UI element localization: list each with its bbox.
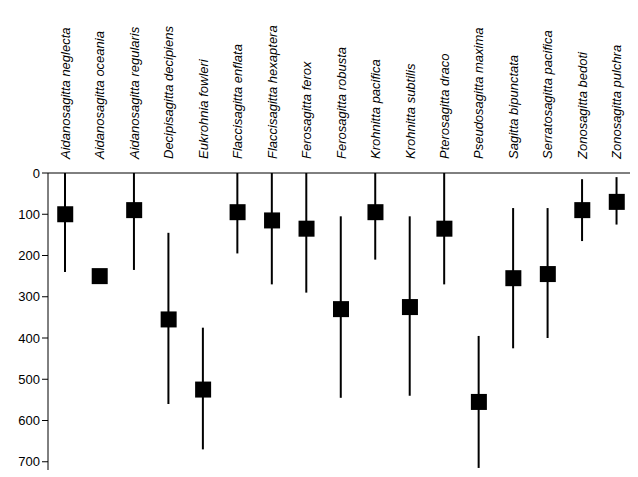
svg-text:700: 700 [18, 454, 40, 469]
svg-text:Ferosagitta ferox: Ferosagitta ferox [299, 61, 314, 159]
svg-text:Sagitta bipunctata: Sagitta bipunctata [506, 55, 521, 159]
svg-text:Serratosagitta pacifica: Serratosagitta pacifica [540, 30, 555, 159]
svg-text:Flaccisagitta enflata: Flaccisagitta enflata [230, 44, 245, 159]
svg-text:300: 300 [18, 289, 40, 304]
svg-text:0: 0 [33, 166, 40, 181]
svg-text:Pterosagitta draco: Pterosagitta draco [437, 53, 452, 159]
svg-text:Ferosagitta robusta: Ferosagitta robusta [334, 47, 349, 159]
svg-text:Aidanosagitta neglecta: Aidanosagitta neglecta [58, 27, 73, 160]
svg-text:Zonosagitta pulchra: Zonosagitta pulchra [609, 45, 624, 160]
svg-text:Krohnitta subtilis: Krohnitta subtilis [402, 63, 417, 159]
svg-text:500: 500 [18, 372, 40, 387]
svg-text:Zonosagitta bedoti: Zonosagitta bedoti [575, 51, 590, 160]
svg-text:Aidanosagitta oceania: Aidanosagitta oceania [92, 31, 107, 160]
svg-text:Decipisagitta decipiens: Decipisagitta decipiens [161, 26, 176, 159]
svg-text:Eukrohnia fowleri: Eukrohnia fowleri [196, 58, 211, 159]
svg-text:100: 100 [18, 207, 40, 222]
svg-text:200: 200 [18, 248, 40, 263]
svg-text:400: 400 [18, 331, 40, 346]
svg-text:Flaccisagitta hexaptera: Flaccisagitta hexaptera [265, 25, 280, 159]
svg-text:Pseudosagitta maxima: Pseudosagitta maxima [471, 27, 486, 159]
svg-text:600: 600 [18, 413, 40, 428]
svg-text:Krohnitta pacifica: Krohnitta pacifica [368, 59, 383, 159]
svg-text:Aidanosagitta regularis: Aidanosagitta regularis [127, 26, 142, 160]
